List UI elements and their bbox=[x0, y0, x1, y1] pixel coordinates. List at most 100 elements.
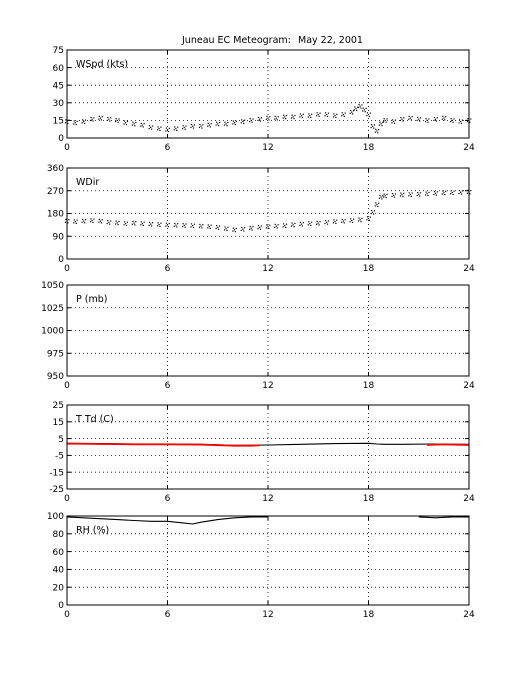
wind-speed-point-dot bbox=[361, 104, 363, 106]
wind-speed-point-dot bbox=[352, 110, 355, 112]
wind-direction-point-dot bbox=[68, 219, 70, 221]
wind-speed-point-dot bbox=[377, 132, 379, 134]
wind-direction-point-dot bbox=[360, 221, 362, 223]
wind-direction-point-dot bbox=[285, 226, 287, 229]
wind-speed-point-dot bbox=[367, 113, 370, 116]
wind-speed-ytick-label: 0 bbox=[58, 134, 64, 144]
wind-speed-point-dot bbox=[451, 119, 453, 121]
wind-direction-point-dot bbox=[64, 221, 66, 223]
wind-speed-point-dot bbox=[257, 116, 260, 119]
wind-direction-point bbox=[366, 216, 371, 221]
wind-speed-point-dot bbox=[450, 121, 452, 123]
wind-speed-point bbox=[370, 123, 376, 129]
wind-direction-point-dot bbox=[202, 224, 204, 226]
wind-speed-point-dot bbox=[141, 124, 143, 126]
wind-speed-point-dot bbox=[100, 119, 102, 121]
wind-direction-point-dot bbox=[242, 228, 244, 230]
relative-humidity-panel-label: RH (%) bbox=[76, 525, 109, 536]
wind-speed-point-dot bbox=[225, 123, 227, 125]
wind-direction-point-dot bbox=[409, 193, 411, 196]
wind-speed-point-dot bbox=[243, 122, 245, 124]
wind-direction-point-dot bbox=[251, 229, 253, 231]
wind-direction-point-dot bbox=[267, 226, 269, 228]
wind-speed-point bbox=[391, 119, 397, 124]
wind-speed-point bbox=[353, 106, 359, 112]
wind-direction-point-dot bbox=[366, 216, 368, 218]
wind-direction-point-dot bbox=[218, 225, 221, 227]
wind-speed-ytick-label: 45 bbox=[53, 81, 64, 91]
wind-speed-panel: 0 15 30 45 60 75 0 6 12 18 24 WSpd (kts) bbox=[53, 46, 475, 153]
wind-speed-point-dot bbox=[310, 116, 312, 119]
wind-direction-point-dot bbox=[140, 224, 142, 226]
wind-direction-point-dot bbox=[140, 221, 142, 223]
wind-speed-point-dot bbox=[383, 118, 385, 120]
wind-direction-point bbox=[349, 218, 355, 223]
wind-direction-point-dot bbox=[101, 219, 103, 221]
wind-speed-point-dot bbox=[192, 127, 195, 129]
wind-direction-point bbox=[408, 192, 413, 197]
wind-speed-point-dot bbox=[425, 118, 427, 120]
wind-speed-point-dot bbox=[74, 122, 76, 124]
wind-direction-point-dot bbox=[227, 226, 229, 228]
wind-speed-point bbox=[89, 116, 95, 122]
wind-speed-point-dot bbox=[269, 116, 271, 118]
wind-direction-xtick-label: 12 bbox=[262, 264, 273, 274]
wind-speed-point-dot bbox=[350, 109, 352, 112]
wind-direction-point-dot bbox=[293, 226, 295, 228]
wind-speed-point bbox=[383, 118, 388, 123]
wind-direction-point-dot bbox=[377, 205, 379, 208]
wind-speed-point-dot bbox=[140, 122, 142, 124]
wind-speed-point-dot bbox=[316, 115, 318, 117]
wind-direction-point bbox=[265, 224, 271, 230]
temperature-dewpoint-panel-label: T Td (C) bbox=[75, 414, 114, 425]
pressure-ytick-label: 1000 bbox=[41, 327, 64, 337]
wind-speed-point-dot bbox=[335, 116, 337, 119]
wind-speed-point-dot bbox=[380, 123, 382, 125]
wind-direction-point-dot bbox=[333, 219, 335, 221]
wind-speed-point bbox=[416, 116, 422, 122]
wind-direction-point-dot bbox=[299, 224, 301, 226]
wind-direction-point-dot bbox=[93, 218, 95, 220]
relative-humidity-ytick-label: 60 bbox=[53, 548, 65, 558]
wind-speed-point-dot bbox=[427, 121, 429, 123]
pressure-xtick-label: 6 bbox=[165, 381, 171, 391]
wind-speed-point-dot bbox=[202, 124, 204, 126]
temperature-dewpoint-ytick-label: -5 bbox=[55, 452, 64, 462]
wind-direction-point-dot bbox=[173, 225, 175, 227]
wind-speed-point-dot bbox=[260, 117, 263, 119]
wind-speed-point-dot bbox=[284, 116, 286, 118]
figure-date: May 22, 2001 bbox=[298, 35, 363, 46]
wind-direction-point bbox=[173, 222, 179, 228]
relative-humidity-series-line bbox=[66, 516, 268, 525]
wind-direction-point bbox=[223, 226, 229, 232]
wind-direction-point-dot bbox=[225, 228, 227, 230]
wind-direction-point-dot bbox=[391, 193, 394, 195]
wind-direction-ytick-label: 0 bbox=[58, 255, 64, 265]
wind-speed-point-dot bbox=[116, 119, 118, 121]
wind-speed-point-dot bbox=[89, 119, 92, 122]
wind-direction-point-dot bbox=[461, 190, 464, 192]
wind-speed-point bbox=[307, 113, 313, 119]
wind-speed-point-dot bbox=[166, 129, 169, 131]
wind-speed-point-dot bbox=[411, 116, 413, 118]
wind-direction-point-dot bbox=[193, 223, 196, 225]
wind-speed-point-dot bbox=[242, 120, 244, 123]
wind-speed-point-dot bbox=[409, 117, 411, 119]
wind-direction-point-dot bbox=[157, 222, 159, 224]
wind-direction-point-dot bbox=[92, 221, 94, 223]
wind-direction-point-dot bbox=[370, 212, 372, 215]
wind-speed-point-dot bbox=[123, 120, 126, 122]
wind-direction-point-dot bbox=[408, 195, 410, 197]
wind-speed-point-dot bbox=[324, 115, 326, 117]
relative-humidity-ytick-label: 40 bbox=[53, 566, 65, 576]
wind-speed-point-dot bbox=[110, 117, 112, 119]
wind-direction-point-dot bbox=[292, 224, 294, 226]
wind-direction-point-dot bbox=[98, 221, 100, 223]
wind-speed-point-dot bbox=[285, 118, 287, 120]
wind-direction-point bbox=[424, 191, 430, 197]
wind-speed-point-dot bbox=[182, 125, 184, 127]
wind-direction-point bbox=[324, 220, 330, 225]
wind-speed-point-dot bbox=[393, 122, 396, 124]
wind-direction-xtick-label: 0 bbox=[64, 264, 70, 274]
